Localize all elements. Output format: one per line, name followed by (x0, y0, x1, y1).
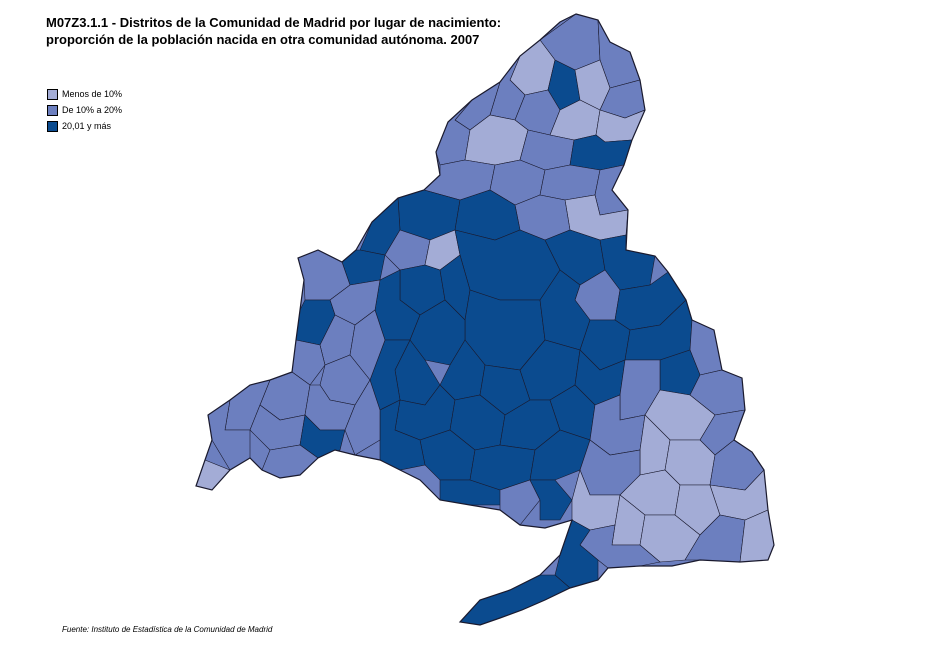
title-line-2: proporción de la población nacida en otr… (46, 32, 480, 47)
district (207, 399, 251, 471)
districts (196, 14, 774, 625)
source-note: Fuente: Instituto de Estadística de la C… (62, 625, 273, 634)
legend: Menos de 10% De 10% a 20% 20,01 y más (47, 86, 197, 134)
map-title: M07Z3.1.1 - Distritos de la Comunidad de… (46, 14, 606, 48)
legend-swatch-medium (47, 104, 58, 116)
legend-item-low: Menos de 10% (47, 86, 197, 102)
legend-label-low: Menos de 10% (62, 89, 123, 99)
legend-swatch-low (47, 88, 58, 100)
district (454, 229, 561, 301)
legend-item-high: 20,01 y más (47, 118, 197, 134)
district (529, 479, 573, 521)
legend-swatch-high (47, 120, 58, 132)
district (459, 574, 571, 625)
legend-label-medium: De 10% a 20% (62, 105, 123, 115)
district (349, 309, 386, 381)
legend-item-medium: De 10% a 20% (47, 102, 197, 118)
legend-label-high: 20,01 y más (62, 121, 112, 131)
district (539, 164, 601, 201)
district (499, 479, 541, 526)
title-line-1: M07Z3.1.1 - Distritos de la Comunidad de… (46, 15, 502, 30)
